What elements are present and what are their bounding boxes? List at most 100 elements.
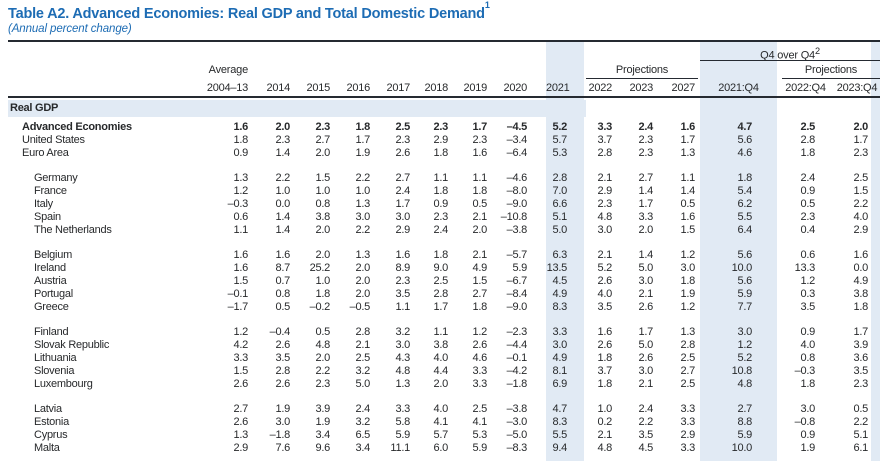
- table-cell: 2.2: [315, 364, 330, 377]
- table-cell: 0.9: [800, 428, 815, 441]
- table-cell: 2.5: [395, 121, 410, 133]
- table-cell: –1.8: [506, 377, 528, 390]
- table-cell: 1.2: [800, 274, 815, 287]
- rule-under-q4-over-q4: [700, 60, 880, 61]
- table-cell: 2.0: [355, 287, 370, 300]
- table-cell: 2.7: [638, 172, 653, 185]
- table-cell: 8.8: [737, 416, 752, 429]
- table-row: Slovak Republic 4.2 2.6 4.8 2.1 3.0 3.8 2.6 –4.4…: [0, 339, 880, 352]
- table-cell: 3.7: [597, 133, 612, 146]
- table-cell: 0.7: [275, 274, 290, 287]
- table-cell: 5.7: [433, 428, 448, 441]
- projections-header-annual: Projections: [615, 64, 669, 76]
- table-cell: 1.3: [680, 146, 695, 159]
- table-row: France 1.2 1.0 1.0 1.0 2.4 1.8 1.8 –8.0 7.0 2.9 1.4…: [0, 185, 880, 198]
- table-cell: –4.6: [506, 172, 528, 185]
- table-cell: 2.1: [597, 249, 612, 262]
- table-cell: 5.0: [638, 262, 653, 275]
- table-cell: 4.7: [737, 121, 752, 133]
- table-cell: 2.7: [395, 172, 410, 185]
- table-cell: 5.9: [737, 428, 752, 441]
- table-cell: 1.4: [275, 223, 290, 236]
- table-cell: 2.8: [355, 326, 370, 339]
- table-cell: 2.4: [395, 185, 410, 198]
- table-cell: 1.7: [355, 133, 370, 146]
- table-cell: 5.1: [552, 210, 567, 223]
- row-label: Spain: [34, 210, 61, 223]
- table-cell: 1.8: [233, 133, 248, 146]
- table-cell: 3.3: [472, 364, 487, 377]
- column-header-row: 2004–13 2014 2015 2016 2017 2018 2019 20…: [0, 81, 880, 95]
- table-row: United States 1.8 2.3 2.7 1.7 2.3 2.9 2.3 –3.4 5.…: [0, 134, 880, 147]
- row-label: Advanced Economies: [22, 121, 132, 133]
- table-cell: 1.4: [275, 146, 290, 159]
- highlight-band-2021q4-column: [700, 40, 777, 461]
- table-cell: 5.9: [395, 428, 410, 441]
- table-cell: 1.7: [638, 326, 653, 339]
- table-cell: 5.1: [853, 428, 868, 441]
- row-label: Portugal: [34, 287, 73, 300]
- country-group: Advanced Economies 1.6 2.0 2.3 1.8 2.5 2.3 1.7–…: [0, 121, 880, 159]
- table-cell: 2.3: [395, 274, 410, 287]
- highlight-band-real-gdp-row: [8, 100, 586, 117]
- table-cell: 1.3: [680, 326, 695, 339]
- table-cell: 0.9: [800, 185, 815, 198]
- table-cell: 4.0: [433, 351, 448, 364]
- table-cell: 1.7: [472, 121, 487, 133]
- table-cell: 1.2: [233, 326, 248, 339]
- col-header-2017: 2017: [386, 82, 411, 94]
- table-cell: 2.6: [395, 146, 410, 159]
- table-cell: 1.6: [680, 121, 695, 133]
- table-cell: 2.3: [275, 133, 290, 146]
- table-cell: 2.6: [472, 339, 487, 352]
- table-cell: 3.0: [395, 210, 410, 223]
- col-header-2023: 2023: [629, 82, 654, 94]
- table-cell: 3.5: [275, 351, 290, 364]
- table-row: Ireland 1.6 8.7 25.2 2.0 8.9 9.0 4.9 5.9 13.5 5.2 5…: [0, 262, 880, 275]
- table-cell: 2.0: [315, 223, 330, 236]
- table-cell: 2.5: [680, 377, 695, 390]
- col-header-2022: 2022: [588, 82, 613, 94]
- row-label: Cyprus: [34, 428, 68, 441]
- table-cell: 2.6: [638, 300, 653, 313]
- table-cell: –8.3: [506, 441, 528, 454]
- col-header-2021: 2021: [546, 82, 570, 94]
- table-cell: 2.5: [800, 121, 815, 133]
- table-cell: 1.6: [395, 249, 410, 262]
- table-cell: 5.9: [737, 287, 752, 300]
- table-cell: 1.8: [472, 185, 487, 198]
- col-header-2016: 2016: [346, 82, 371, 94]
- table-cell: 4.5: [552, 274, 567, 287]
- table-cell: 7.7: [737, 300, 752, 313]
- table-cell: 2.8: [433, 287, 448, 300]
- table-cell: 1.6: [472, 146, 487, 159]
- table-cell: 0.5: [680, 197, 695, 210]
- table-cell: 3.0: [737, 326, 752, 339]
- table-cell: 3.0: [552, 339, 567, 352]
- table-cell: 4.1: [433, 416, 448, 429]
- table-cell: 0.6: [800, 249, 815, 262]
- table-cell: 5.3: [552, 146, 567, 159]
- table-cell: 2.1: [472, 249, 487, 262]
- table-cell: 0.2: [597, 416, 612, 429]
- table-cell: 2.9: [680, 428, 695, 441]
- table-cell: 2.6: [275, 339, 290, 352]
- table-cell: 2.7: [233, 403, 248, 416]
- table-cell: 1.8: [315, 287, 330, 300]
- table-row: Cyprus 1.3 –1.8 3.4 6.5 5.9 5.7 5.3 –5.0 5.5 2.1 3.…: [0, 429, 880, 442]
- table-cell: 2.8: [680, 339, 695, 352]
- table-cell: 3.7: [597, 364, 612, 377]
- table-cell: 2.5: [680, 351, 695, 364]
- table-cell: 9.0: [433, 262, 448, 275]
- table-cell: 4.8: [395, 364, 410, 377]
- table-cell: 1.3: [355, 197, 370, 210]
- table-cell: –9.0: [506, 197, 528, 210]
- table-cell: 2.1: [597, 428, 612, 441]
- table-cell: 13.3: [794, 262, 816, 275]
- table-cell: 1.8: [433, 185, 448, 198]
- table-cell: 8.9: [395, 262, 410, 275]
- row-label: United States: [22, 133, 85, 146]
- table-cell: 4.0: [597, 287, 612, 300]
- table-cell: 2.0: [315, 249, 330, 262]
- table-cell: 1.7: [680, 133, 695, 146]
